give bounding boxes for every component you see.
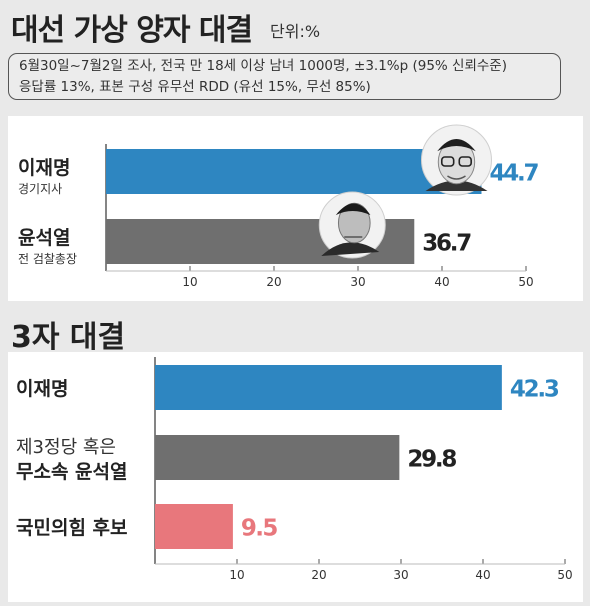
bar <box>106 149 482 194</box>
category-label: 국민의힘 후보 <box>16 517 128 539</box>
portrait-suit <box>425 180 488 191</box>
portrait-hair <box>437 139 476 152</box>
bar-value-label: 44.7 <box>489 161 539 187</box>
portrait-glasses-left <box>440 156 455 167</box>
bar-value-label: 9.5 <box>241 516 279 542</box>
category-label: 제3정당 혹은 <box>16 437 116 458</box>
x-tick-label: 20 <box>266 275 281 289</box>
x-tick-label: 40 <box>434 275 449 289</box>
category-label: 이재명 <box>16 378 68 400</box>
category-sublabel: 경기지사 <box>18 182 62 196</box>
x-tick-label: 20 <box>311 568 326 582</box>
x-tick-label: 40 <box>475 568 490 582</box>
category-label: 이재명 <box>18 157 70 179</box>
bar <box>155 435 400 480</box>
bar-value-label: 29.8 <box>407 447 457 473</box>
bar <box>155 504 233 549</box>
portrait-yoon <box>318 191 386 259</box>
x-tick-label: 10 <box>182 275 197 289</box>
portrait-hair <box>335 203 371 216</box>
portrait-lee <box>420 124 492 196</box>
portrait-glasses-right <box>458 156 472 167</box>
category-sublabel: 전 검찰총장 <box>18 252 77 266</box>
survey-note: 6월30일~7월2일 조사, 전국 만 18세 이상 남녀 1000명, ±3.… <box>8 53 561 100</box>
survey-note-line1: 6월30일~7월2일 조사, 전국 만 18세 이상 남녀 1000명, ±3.… <box>19 58 507 74</box>
portrait-suit <box>321 242 380 256</box>
bar-value-label: 42.3 <box>510 377 560 403</box>
portrait-smile <box>447 175 466 180</box>
x-tick-label: 50 <box>557 568 572 582</box>
x-tick-label: 50 <box>518 275 533 289</box>
three-way-title: 3자 대결 <box>11 320 126 355</box>
portrait-face <box>337 202 371 244</box>
bar <box>155 365 502 410</box>
x-tick-label: 30 <box>393 568 408 582</box>
unit-label: 단위:% <box>270 22 321 41</box>
category-label: 무소속 윤석열 <box>16 461 128 483</box>
x-tick-label: 10 <box>229 568 244 582</box>
bar-value-label: 36.7 <box>422 231 472 257</box>
page-title: 대선 가상 양자 대결 <box>11 13 253 48</box>
category-label: 윤석열 <box>18 227 70 249</box>
survey-note-line2: 응답률 13%, 표본 구성 유무선 RDD (유선 15%, 무선 85%) <box>19 79 371 95</box>
x-tick-label: 30 <box>350 275 365 289</box>
